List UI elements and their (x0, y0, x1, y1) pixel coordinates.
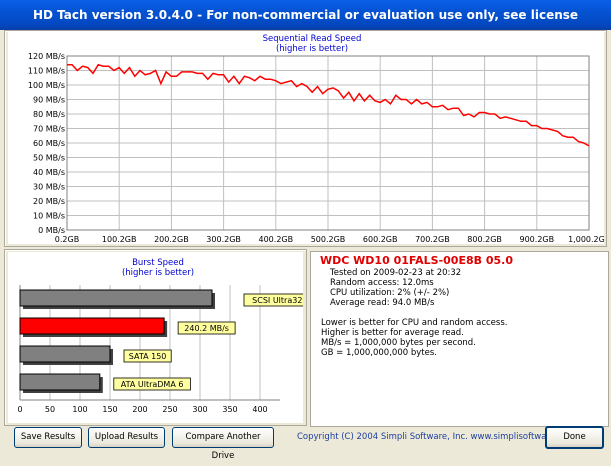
sequential-chart: Sequential Read Speed (higher is better)… (8, 31, 604, 244)
burst-x-tick-label: 200 (132, 405, 147, 414)
burst-x-tick-label: 250 (162, 405, 177, 414)
burst-label-box (113, 377, 191, 391)
burst-bar-label: SATA 150 (129, 352, 167, 361)
y-tick-label: 10 MB/s (33, 212, 65, 221)
burst-x-tick-label: 100 (72, 405, 87, 414)
burst-chart: Burst Speed (higher is better) SCSI Ultr… (8, 252, 303, 423)
sequential-grid (66, 55, 590, 231)
y-tick-label: 40 MB/s (33, 168, 65, 177)
burst-bar-label: SCSI Ultra320 (252, 296, 303, 305)
compare-another-drive-label: Compare Another Drive (185, 432, 261, 461)
cpu-utilization: CPU utilization: 2% (+/- 2%) (330, 288, 450, 298)
y-tick-label: 0 MB/s (38, 226, 65, 235)
burst-x-tick-label: 50 (45, 405, 55, 414)
burst-label-box (177, 321, 236, 335)
y-tick-label: 90 MB/s (33, 96, 65, 105)
x-tick-label: 200.2GB (154, 235, 189, 244)
save-results-label: Save Results (20, 432, 76, 442)
burst-x-tick-label: 300 (192, 405, 207, 414)
x-tick-label: 300.2GB (206, 235, 241, 244)
burst-bars: SCSI Ultra320 240.2 MB/s SATA 150 ATA Ultra… (19, 289, 303, 393)
sequential-title: Sequential Read Speed (263, 34, 362, 44)
burst-x-tick-label: 400 (252, 405, 267, 414)
sequential-read-line (67, 63, 590, 147)
results-info-panel: WDC WD10 01FALS-00E8B 05.0 Tested on 200… (310, 251, 609, 427)
burst-x-tick-label: 350 (222, 405, 237, 414)
x-tick-label: 700.2GB (415, 235, 450, 244)
drive-model: WDC WD10 01FALS-00E8B 05.0 (320, 254, 513, 267)
burst-bar-label: 240.2 MB/s (184, 324, 229, 333)
burst-bar (19, 289, 213, 307)
y-tick-label: 30 MB/s (33, 183, 65, 192)
y-tick-label: 50 MB/s (33, 154, 65, 163)
burst-bar (19, 373, 101, 391)
burst-label-box (123, 349, 172, 363)
compare-another-drive-button[interactable]: Compare Another Drive (172, 427, 274, 461)
average-read: Average read: 94.0 MB/s (330, 298, 435, 308)
sequential-subtitle: (higher is better) (276, 44, 348, 54)
burst-bar (19, 345, 111, 363)
note-mbps: MB/s = 1,000,000 bytes per second. (321, 338, 476, 348)
burst-x-ticks: 0 50 100 150 200 250 300 350 400 (17, 405, 267, 414)
upload-results-label: Upload Results (94, 432, 159, 442)
x-tick-label: 900.2GB (520, 235, 555, 244)
y-tick-label: 80 MB/s (33, 110, 65, 119)
done-label: Done (563, 432, 586, 442)
burst-bar (19, 317, 165, 335)
x-tick-label: 0.2GB (55, 235, 79, 244)
y-tick-label: 70 MB/s (33, 125, 65, 134)
plot-frame (66, 55, 590, 231)
save-results-button[interactable]: Save Results (14, 427, 82, 448)
x-tick-label: 500.2GB (311, 235, 346, 244)
y-tick-label: 110 MB/s (28, 67, 65, 76)
burst-title: Burst Speed (132, 258, 184, 268)
burst-subtitle: (higher is better) (122, 268, 194, 278)
sequential-x-ticks: 0.2GB 100.2GB 200.2GB 300.2GB 400.2GB 500.2GB… (55, 235, 604, 244)
y-tick-label: 100 MB/s (28, 81, 65, 90)
burst-x-tick-label: 0 (17, 405, 22, 414)
done-button[interactable]: Done (545, 426, 604, 449)
y-tick-label: 20 MB/s (33, 197, 65, 206)
burst-bar-label: ATA UltraDMA 6 (121, 380, 184, 389)
y-tick-label: 60 MB/s (33, 139, 65, 148)
note-lower-better: Lower is better for CPU and random acces… (321, 318, 508, 328)
burst-chart-svg: Burst Speed (higher is better) SCSI Ultr… (17, 258, 303, 414)
x-tick-label: 400.2GB (259, 235, 294, 244)
tested-on: Tested on 2009-02-23 at 20:32 (330, 268, 462, 278)
random-access: Random access: 12.0ms (330, 278, 434, 288)
sequential-chart-svg: Sequential Read Speed (higher is better)… (28, 34, 604, 244)
x-tick-label: 1,000.2GE (568, 235, 604, 244)
sequential-y-ticks: 0 MB/s 10 MB/s 20 MB/s 30 MB/s 40 MB/s 50 MB/… (28, 52, 65, 235)
y-tick-label: 120 MB/s (28, 52, 65, 61)
x-tick-label: 600.2GB (363, 235, 398, 244)
x-tick-label: 100.2GB (102, 235, 137, 244)
copyright-text: Copyright (C) 2004 Simpli Software, Inc.… (297, 432, 576, 442)
x-tick-label: 800.2GB (467, 235, 502, 244)
note-higher-better: Higher is better for average read. (321, 328, 464, 338)
window-title-bar[interactable]: HD Tach version 3.0.4.0 - For non-commer… (0, 0, 611, 52)
burst-x-tick-label: 150 (102, 405, 117, 414)
note-gb: GB = 1,000,000,000 bytes. (321, 348, 437, 358)
burst-label-box (243, 293, 303, 307)
upload-results-button[interactable]: Upload Results (88, 427, 165, 448)
